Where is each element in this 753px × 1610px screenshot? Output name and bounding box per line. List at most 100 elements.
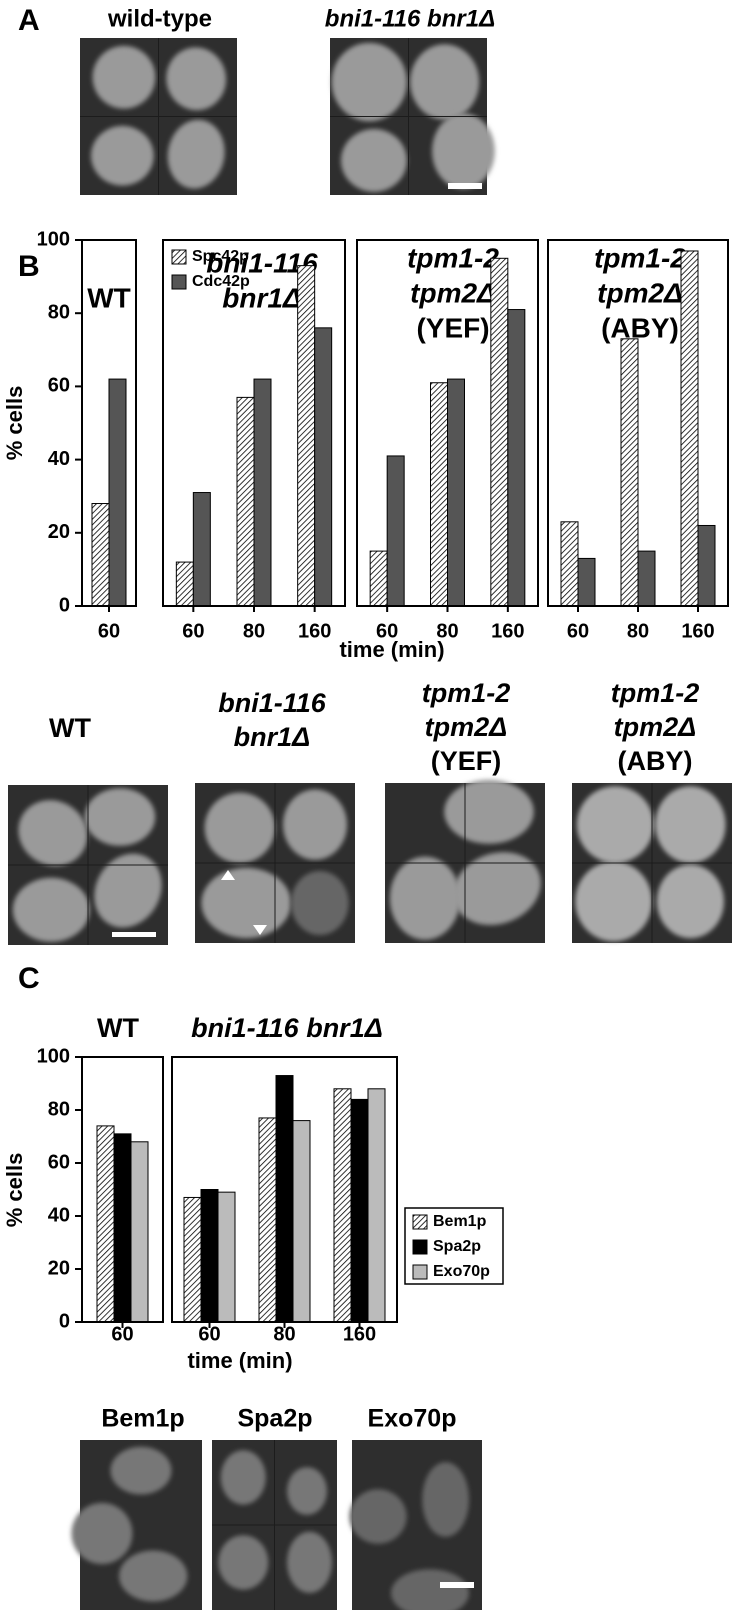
micrograph [80, 38, 237, 195]
bar [91, 503, 110, 607]
bar [108, 378, 127, 607]
bar [113, 1133, 132, 1323]
legend-label: Spa2p [433, 1238, 481, 1255]
y-tick-label: 100 [37, 1045, 70, 1067]
x-tick-label: 80 [273, 1323, 295, 1345]
scale-bar [112, 932, 156, 937]
cell [576, 786, 654, 863]
bar [577, 557, 596, 607]
scale-bar [440, 1582, 474, 1588]
x-tick-label: 60 [376, 620, 398, 642]
cell [331, 42, 407, 122]
x-axis-label: time (min) [187, 1348, 292, 1373]
x-tick-label: 60 [567, 620, 589, 642]
x-axis-label: time (min) [339, 637, 444, 662]
bar [680, 250, 699, 607]
bar [369, 550, 388, 607]
panel-label: A [18, 4, 40, 37]
bar [430, 382, 448, 607]
bar [386, 455, 405, 607]
cell [291, 871, 349, 935]
x-tick-label: 160 [491, 620, 524, 642]
cell [94, 853, 162, 928]
cell [391, 1569, 469, 1610]
panel-box [81, 239, 137, 607]
image-label: Bem1p [101, 1405, 184, 1433]
bar [447, 378, 465, 607]
y-tick-label: 60 [48, 375, 70, 397]
y-tick-label: 20 [48, 1257, 70, 1279]
legend-swatch [412, 1264, 428, 1280]
x-tick-label: 60 [111, 1323, 133, 1345]
panel-box [547, 239, 729, 607]
micrograph [330, 38, 495, 195]
legend-swatch [171, 274, 187, 290]
image-label: tpm1-2 [422, 678, 511, 708]
bar [507, 309, 526, 607]
cell [220, 1450, 266, 1505]
cell [655, 786, 726, 863]
legend-label: Cdc42p [192, 273, 250, 290]
bar [275, 1075, 294, 1323]
panel-title: bnr1Δ [222, 282, 301, 313]
y-tick-label: 0 [59, 1310, 70, 1332]
cell [444, 779, 534, 844]
cell [432, 113, 495, 189]
bar [217, 1191, 236, 1323]
bar [96, 1125, 115, 1323]
panel-title: WT [87, 282, 131, 313]
panel-title: (ABY) [601, 312, 679, 343]
image-label: wild-type [107, 5, 212, 32]
cell [167, 119, 225, 189]
micrograph [349, 1440, 482, 1610]
bar [367, 1088, 386, 1323]
micrograph [572, 783, 732, 943]
panel-title: tpm1-2 [407, 242, 499, 273]
x-tick-label: 60 [182, 620, 204, 642]
image-label: (YEF) [431, 746, 502, 776]
cell [166, 47, 227, 111]
panel-label: B [18, 250, 40, 283]
x-tick-label: 60 [198, 1323, 220, 1345]
cell [389, 856, 461, 940]
bar [183, 1196, 202, 1323]
bar [200, 1189, 219, 1323]
image-label: tpm2Δ [614, 712, 697, 742]
panel-box [356, 239, 539, 607]
cell [422, 1462, 469, 1537]
legend-swatch [171, 249, 187, 265]
x-tick-label: 60 [98, 620, 120, 642]
y-tick-label: 100 [37, 228, 70, 250]
legend-label: Spc42p [192, 248, 249, 265]
bar [292, 1120, 311, 1323]
cell [84, 788, 156, 846]
bar [620, 338, 639, 607]
x-tick-label: 160 [343, 1323, 376, 1345]
bar [314, 327, 333, 607]
cell [90, 125, 154, 186]
image-label: tpm1-2 [611, 678, 700, 708]
panel-title: tpm1-2 [594, 242, 686, 273]
cell [453, 852, 541, 926]
arrowhead [221, 870, 235, 880]
micrograph [8, 785, 168, 945]
bar [490, 257, 509, 607]
micrograph [212, 1440, 337, 1610]
panel-label: C [18, 962, 40, 995]
legend-swatch [412, 1214, 428, 1230]
x-tick-label: 80 [627, 620, 649, 642]
cell [110, 1446, 172, 1495]
x-tick-label: 160 [681, 620, 714, 642]
x-tick-label: 80 [243, 620, 265, 642]
cell [349, 1489, 407, 1544]
image-label: bnr1Δ [234, 722, 311, 752]
panel-box [81, 1056, 164, 1323]
cell [283, 789, 347, 860]
y-axis-label: % cells [2, 1153, 27, 1228]
cell [119, 1550, 188, 1602]
cell [287, 1467, 327, 1515]
legend-label: Exo70p [433, 1263, 490, 1280]
panel-title: tpm2Δ [597, 277, 683, 308]
legend-label: Bem1p [433, 1213, 487, 1230]
